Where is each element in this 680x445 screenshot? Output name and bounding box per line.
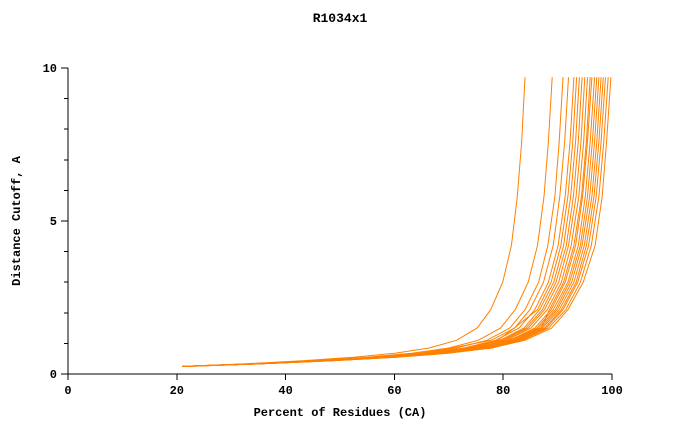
curve <box>182 77 591 367</box>
curve <box>182 77 553 367</box>
curve <box>182 77 578 367</box>
x-tick-label: 20 <box>170 384 184 398</box>
curve <box>182 77 564 367</box>
curve <box>182 77 602 367</box>
x-axis-label: Percent of Residues (CA) <box>254 406 427 420</box>
curve-bundle <box>182 77 612 367</box>
curve <box>186 77 575 367</box>
curve <box>182 77 586 367</box>
curve <box>182 77 526 367</box>
curve <box>187 77 612 367</box>
chart-title: R1034x1 <box>313 11 368 26</box>
y-tick-label: 0 <box>50 368 57 382</box>
curve <box>182 77 583 367</box>
y-axis-label: Distance Cutoff, A <box>10 155 24 285</box>
y-tick-label: 5 <box>50 215 57 229</box>
curve <box>182 77 604 367</box>
x-tick-label: 0 <box>64 384 71 398</box>
curve <box>182 77 609 367</box>
x-tick-label: 60 <box>387 384 401 398</box>
curve <box>184 77 600 367</box>
curve <box>182 77 569 367</box>
y-tick-label: 10 <box>43 62 57 76</box>
x-tick-label: 80 <box>496 384 510 398</box>
curve <box>182 77 598 367</box>
x-tick-label: 40 <box>278 384 292 398</box>
x-tick-label: 100 <box>601 384 623 398</box>
axis-ticks: 0 20 40 60 80 100 0 5 10 <box>43 62 623 398</box>
